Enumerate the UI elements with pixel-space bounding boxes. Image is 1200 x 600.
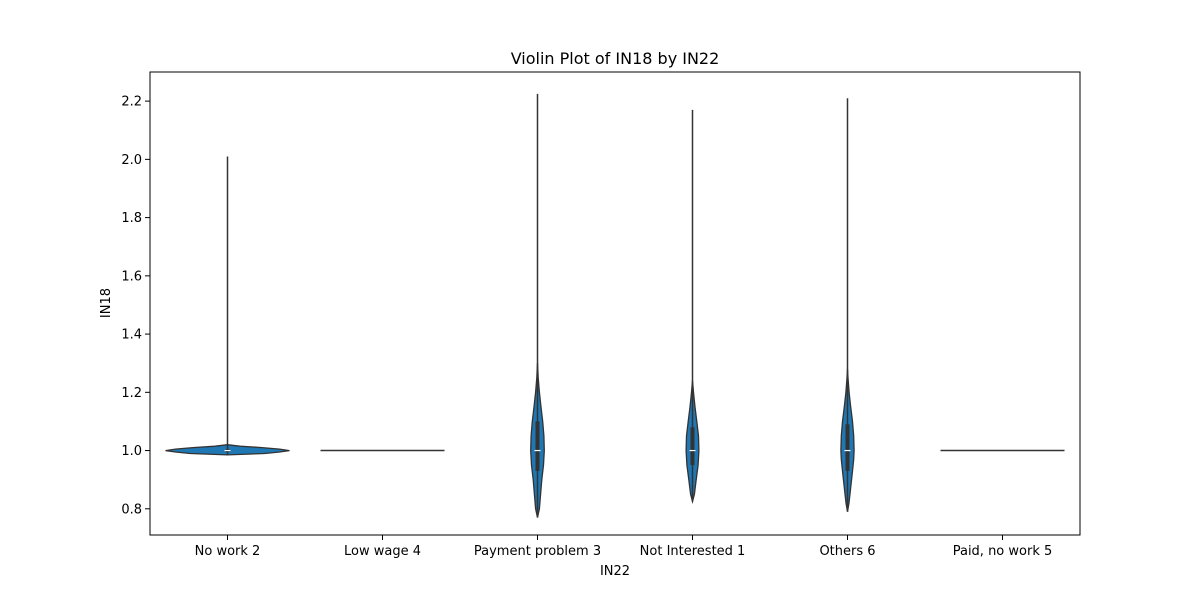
y-tick-label: 0.8 — [121, 502, 142, 517]
y-tick-label: 1.4 — [121, 328, 142, 343]
plot-frame — [149, 71, 1081, 536]
y-tick-label: 1.0 — [121, 444, 142, 459]
y-tick-label: 2.0 — [121, 153, 142, 168]
chart-title: Violin Plot of IN18 by IN22 — [511, 49, 720, 68]
x-tick-label: Payment problem 3 — [474, 544, 601, 559]
violin — [685, 109, 700, 505]
x-tick-label: Not Interested 1 — [640, 544, 746, 559]
y-tick-label: 1.8 — [121, 211, 142, 226]
x-tick-label: Low wage 4 — [344, 544, 421, 559]
violin — [530, 93, 545, 518]
y-axis: 0.8 1.0 1.2 1.4 1.6 1.8 2.0 2.2 — [121, 95, 150, 517]
x-tick-label: No work 2 — [195, 544, 261, 559]
violin — [165, 156, 290, 456]
y-axis-label: IN18 — [99, 288, 114, 318]
plot-area — [165, 93, 1065, 518]
y-tick-label: 2.2 — [121, 95, 142, 110]
y-tick-label: 1.6 — [121, 269, 142, 284]
y-tick-label: 1.2 — [121, 386, 142, 401]
violin — [840, 98, 855, 512]
x-tick-label: Others 6 — [819, 544, 875, 559]
x-axis-label: IN22 — [600, 564, 630, 579]
x-tick-label: Paid, no work 5 — [953, 544, 1053, 559]
x-axis: No work 2 Low wage 4 Payment problem 3 Not … — [195, 535, 1053, 559]
